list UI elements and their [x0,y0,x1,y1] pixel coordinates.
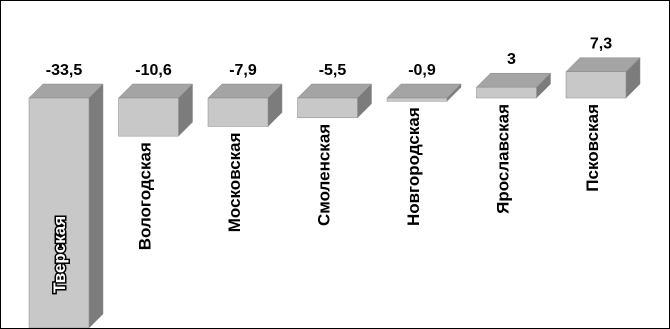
data-label-2: -7,9 [229,62,257,79]
bar-4 [386,97,448,102]
category-label-6: Псковская [583,104,602,192]
bar-3 [297,97,358,119]
data-label-5: 3 [507,51,516,68]
category-label-4: Новгородская [404,107,423,226]
category-label-1: Вологодская [136,142,155,250]
category-label-2: Московская [225,132,244,232]
data-label-6: 7,3 [590,36,612,53]
category-label-5: Ярославская [494,104,513,214]
bar-6 [565,71,627,99]
bar-5 [476,86,537,99]
category-label-0: Тверская [50,216,69,293]
bar-1 [118,97,179,137]
data-label-0: -33,5 [46,62,83,79]
category-label-3: Смоленская [315,124,334,226]
bar-side-0 [88,83,104,328]
data-label-3: -5,5 [319,62,347,79]
bar-2 [207,97,269,127]
data-label-4: -0,9 [408,62,436,79]
data-label-1: -10,6 [135,62,172,79]
bars-layer [28,57,641,328]
labels-layer: -33,5 Тверская -10,6 Вологодская -7,9 Московс… [46,36,612,295]
bar-0 [28,97,90,328]
